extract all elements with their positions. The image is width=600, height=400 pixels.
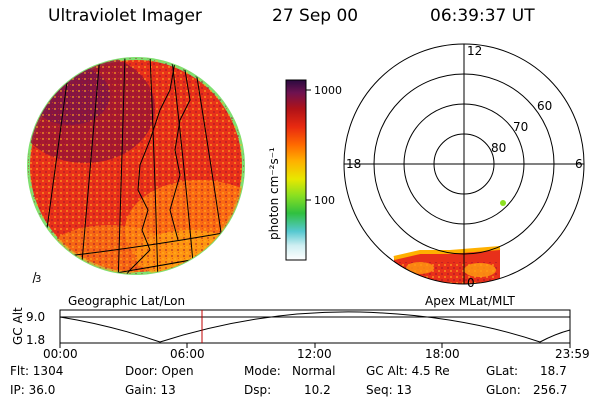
timeline-frame: [59, 309, 571, 344]
status-gain: Gain: 13: [125, 383, 176, 397]
status-flt: Flt: 1304: [10, 364, 64, 378]
status-glon: 256.7: [533, 383, 568, 397]
timeline-ytick-9: 9.0: [26, 310, 45, 324]
timeline-ylabel: GC Alt: [11, 307, 25, 345]
status-glat-label: GLat:: [486, 364, 519, 378]
orbit-altitude-curve: [59, 311, 571, 343]
colorbar: [285, 79, 307, 261]
colorbar-tick-1000: 1000: [314, 84, 342, 97]
status-dsp: 10.2: [304, 383, 331, 397]
status-seq: Seq: 13: [366, 383, 412, 397]
timeline-xtick-2359: 23:59: [555, 347, 590, 361]
left-panel-caption: Geographic Lat/Lon: [68, 294, 186, 308]
mlt-label-0: 0: [467, 276, 475, 290]
status-glat: 18.7: [540, 364, 567, 378]
polar-grid: [343, 43, 585, 285]
colorbar-label: photon cm⁻²s⁻¹: [267, 147, 281, 240]
timeline-xtick-1800: 18:00: [425, 347, 460, 361]
timeline-ytick-1.8: 1.8: [26, 333, 45, 347]
gc-alt-timeline: [59, 309, 571, 348]
mlat-label-60: 60: [537, 99, 552, 113]
mlat-label-80: 80: [491, 141, 506, 155]
status-mode: Normal: [292, 364, 336, 378]
polar-plot: [343, 43, 585, 285]
timeline-xtick-0600: 06:00: [170, 347, 205, 361]
right-panel-caption: Apex MLat/MLT: [425, 294, 515, 308]
status-door: Door: Open: [125, 364, 194, 378]
status-gcalt: GC Alt: 4.5 Re: [366, 364, 450, 378]
observation-date: 27 Sep 00: [272, 6, 359, 26]
timeline-xtick-1200: 12:00: [297, 347, 332, 361]
aurora-data: [393, 246, 501, 284]
mlt-label-6: 6: [575, 157, 583, 171]
observation-time: 06:39:37 UT: [430, 6, 535, 26]
status-dsp-label: Dsp:: [244, 383, 272, 397]
status-mode-label: Mode:: [244, 364, 281, 378]
earth-image: [27, 57, 245, 284]
mlt-label-12: 12: [467, 44, 482, 58]
mlat-label-70: 70: [513, 120, 528, 134]
colorbar-tick-100: 100: [314, 194, 335, 207]
instrument-title: Ultraviolet Imager: [48, 6, 202, 26]
timeline-xtick-0000: 00:00: [43, 347, 78, 361]
corner-mark: 3: [35, 274, 41, 285]
status-glon-label: GLon:: [486, 383, 521, 397]
mlt-label-18: 18: [346, 157, 361, 171]
coastline: [117, 61, 176, 274]
lon-grid: [29, 58, 244, 274]
aurora-spot: [500, 200, 506, 206]
status-ip: IP: 36.0: [10, 383, 56, 397]
